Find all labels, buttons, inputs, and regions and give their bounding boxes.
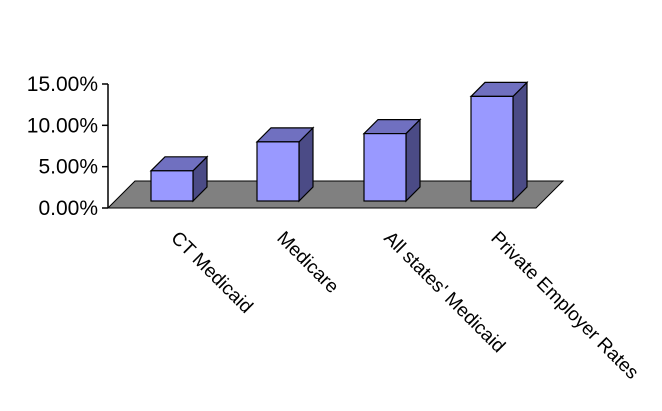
chart-floor (106, 180, 565, 209)
x-category-label: Private Employer Rates (486, 228, 642, 384)
y-tick-label: 5.00% (38, 156, 98, 179)
bar (469, 80, 529, 203)
y-axis-ticks: 0.00% 5.00% 10.00% 15.00% (27, 73, 108, 220)
bar-front (363, 133, 407, 202)
y-tick-label: 0.00% (38, 197, 98, 220)
bar-front (256, 141, 300, 202)
bar (362, 118, 422, 203)
bar (149, 155, 209, 203)
x-category-label: Medicare (272, 228, 342, 298)
category-labels: CT Medicaid Medicare All states' MedicaidP… (166, 228, 642, 384)
bar-front (150, 170, 194, 202)
x-category-label: All states' Medicaid (379, 228, 508, 357)
bar-side (512, 80, 528, 203)
x-category-label: CT Medicaid (166, 228, 256, 318)
y-tick-label: 15.00% (27, 73, 98, 96)
bars-group (149, 80, 529, 203)
bar (255, 126, 315, 203)
y-tick-label: 10.00% (27, 114, 98, 137)
bar-front (470, 95, 514, 202)
